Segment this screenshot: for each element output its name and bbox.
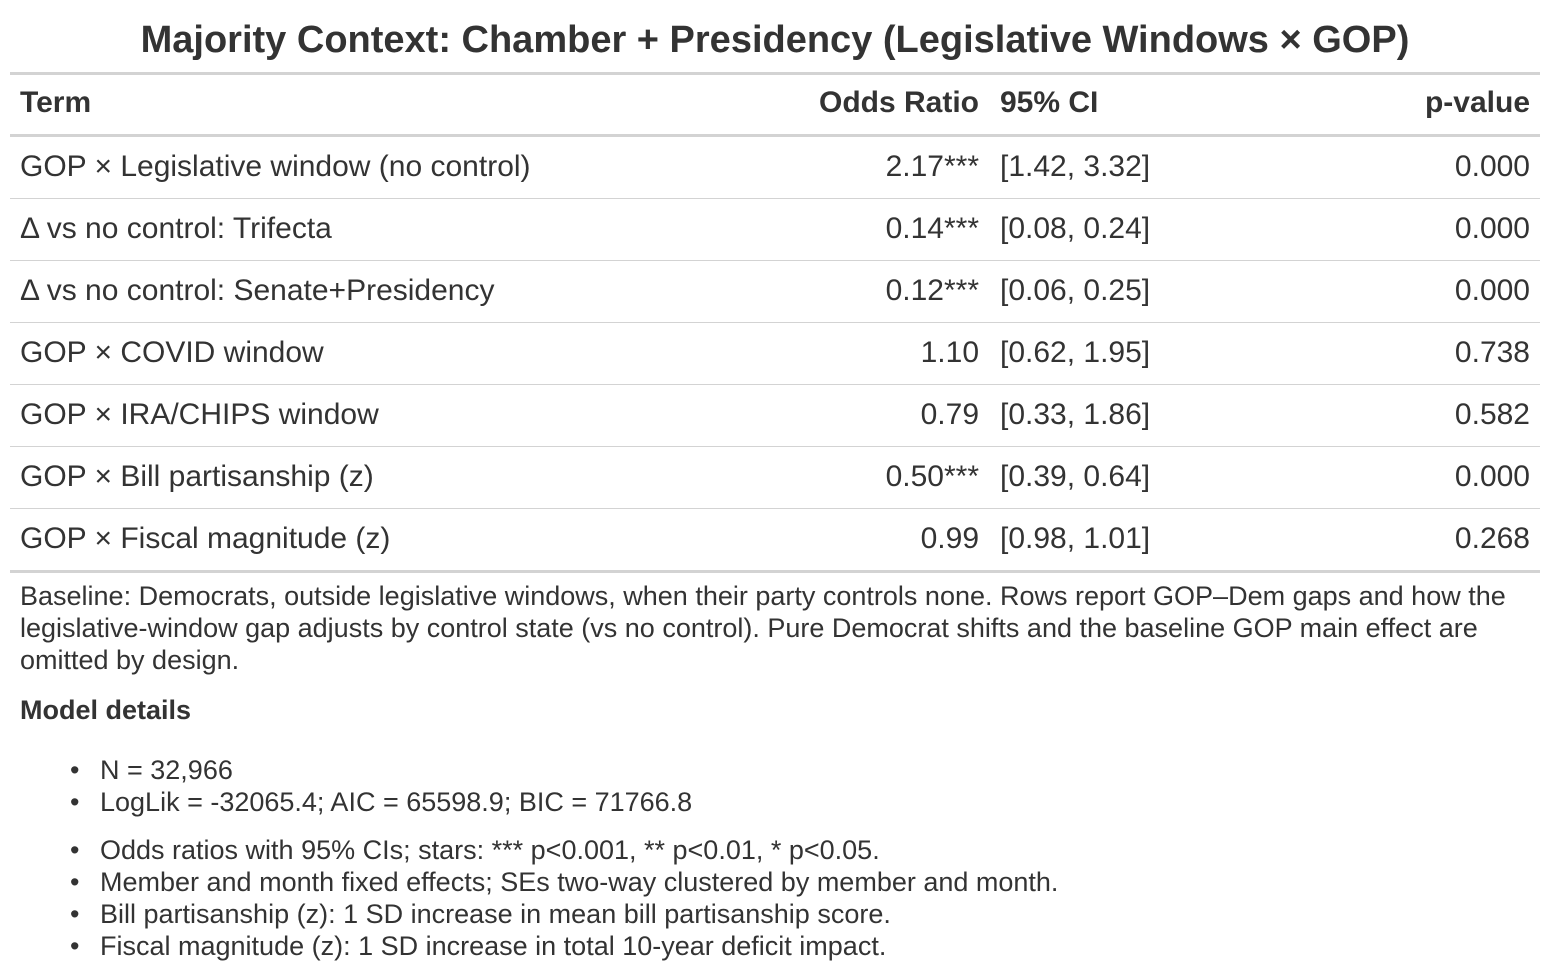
header-ci: 95% CI (1000, 86, 1099, 119)
row-ci: [0.62, 1.95] (1000, 336, 1151, 369)
header-p-value: p-value (1424, 86, 1530, 119)
row-divider (10, 260, 1540, 261)
row-divider (10, 198, 1540, 199)
row-divider (10, 384, 1540, 385)
list-item: • Odds ratios with 95% CIs; stars: *** p<… (70, 834, 1058, 866)
row-term: GOP × COVID window (20, 336, 324, 369)
model-notes-list: • Odds ratios with 95% CIs; stars: *** p<… (20, 834, 1058, 962)
row-odds-ratio: 1.10 (920, 336, 979, 369)
table-row: Δ vs no control: Trifecta 0.14*** [0.08,… (10, 199, 1540, 259)
row-p-value: 0.738 (1454, 336, 1530, 369)
row-p-value: 0.000 (1454, 212, 1530, 245)
model-note-text: Bill partisanship (z): 1 SD increase in … (100, 899, 891, 929)
row-ci: [0.39, 0.64] (1000, 460, 1151, 493)
row-odds-ratio: 0.12*** (885, 274, 979, 307)
bullet-icon: • (70, 867, 80, 897)
table-row: GOP × Bill partisanship (z) 0.50*** [0.3… (10, 447, 1540, 507)
row-term: GOP × Legislative window (no control) (20, 150, 531, 183)
row-ci: [0.06, 0.25] (1000, 274, 1151, 307)
row-term: GOP × Fiscal magnitude (z) (20, 522, 391, 555)
row-divider (10, 322, 1540, 323)
row-ci: [0.33, 1.86] (1000, 398, 1151, 431)
row-divider (10, 446, 1540, 447)
title-divider (10, 72, 1540, 75)
model-stats-list: • N = 32,966 • LogLik = -32065.4; AIC = 65… (20, 754, 692, 818)
table-row: GOP × IRA/CHIPS window 0.79 [0.33, 1.86]… (10, 385, 1540, 445)
row-odds-ratio: 0.79 (920, 398, 979, 431)
row-ci: [1.42, 3.32] (1000, 150, 1151, 183)
table-row: GOP × Legislative window (no control) 2.… (10, 137, 1540, 197)
row-term: Δ vs no control: Trifecta (20, 212, 332, 245)
list-item: • N = 32,966 (70, 754, 692, 786)
table-header-row: Term Odds Ratio 95% CI p-value (10, 73, 1540, 133)
table-title: Majority Context: Chamber + Presidency (… (140, 19, 1410, 61)
baseline-footnote: Baseline: Democrats, outside legislative… (20, 581, 1506, 675)
model-stat-text: N = 32,966 (100, 755, 233, 785)
row-term: Δ vs no control: Senate+Presidency (20, 274, 495, 307)
bullet-icon: • (70, 931, 80, 961)
model-note-text: Fiscal magnitude (z): 1 SD increase in t… (100, 931, 887, 961)
row-odds-ratio: 0.14*** (885, 212, 979, 245)
header-term: Term (20, 86, 92, 119)
list-item: • Bill partisanship (z): 1 SD increase in… (70, 898, 1058, 930)
row-odds-ratio: 0.50*** (885, 460, 979, 493)
bullet-icon: • (70, 835, 80, 865)
row-p-value: 0.000 (1454, 460, 1530, 493)
table-row: GOP × Fiscal magnitude (z) 0.99 [0.98, 1… (10, 509, 1540, 569)
model-details-heading: Model details (20, 695, 192, 725)
row-p-value: 0.268 (1454, 522, 1530, 555)
table-row: Δ vs no control: Senate+Presidency 0.12*… (10, 261, 1540, 321)
row-divider (10, 508, 1540, 509)
table-bottom-rule (10, 570, 1540, 573)
row-p-value: 0.000 (1454, 150, 1530, 183)
bullet-icon: • (70, 899, 80, 929)
list-item: • LogLik = -32065.4; AIC = 65598.9; BIC =… (70, 786, 693, 818)
model-note-text: Odds ratios with 95% CIs; stars: *** p<0… (100, 835, 880, 865)
header-divider (10, 134, 1540, 137)
table-row: GOP × COVID window 1.10 [0.62, 1.95] 0.7… (10, 323, 1540, 383)
row-p-value: 0.582 (1454, 398, 1530, 431)
row-ci: [0.08, 0.24] (1000, 212, 1151, 245)
row-odds-ratio: 0.99 (920, 522, 979, 555)
model-note-text: Member and month fixed effects; SEs two-… (100, 867, 1059, 897)
model-stat-text: LogLik = -32065.4; AIC = 65598.9; BIC = … (100, 787, 693, 817)
bullet-icon: • (70, 755, 80, 785)
bullet-icon: • (70, 787, 80, 817)
row-p-value: 0.000 (1454, 274, 1530, 307)
list-item: • Member and month fixed effects; SEs two… (70, 866, 1059, 898)
row-term: GOP × IRA/CHIPS window (20, 398, 379, 431)
list-item: • Fiscal magnitude (z): 1 SD increase in … (70, 930, 1058, 962)
row-term: GOP × Bill partisanship (z) (20, 460, 374, 493)
header-odds-ratio: Odds Ratio (818, 86, 979, 119)
row-odds-ratio: 2.17*** (885, 150, 979, 183)
row-ci: [0.98, 1.01] (1000, 522, 1151, 555)
